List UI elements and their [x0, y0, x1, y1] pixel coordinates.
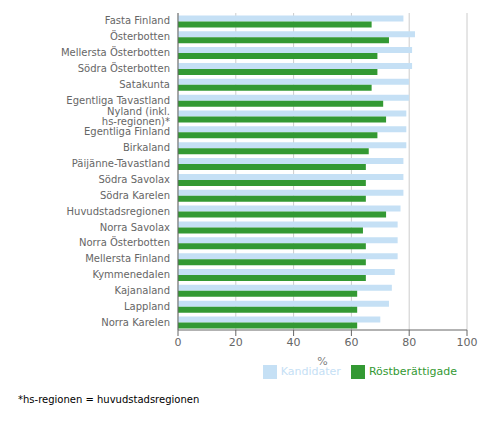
svg-text:Huvudstadsregionen: Huvudstadsregionen: [67, 206, 170, 217]
svg-text:Österbotten: Österbotten: [110, 30, 170, 42]
html-text:*hs-regionen = huvudstadsregio: *hs-regionen = huvudstadsregionen: [18, 394, 200, 405]
svg-text:Fasta Finland: Fasta Finland: [105, 15, 170, 26]
svg-text:Kajanaland: Kajanaland: [115, 285, 170, 296]
svg-text:Norra Savolax: Norra Savolax: [100, 222, 170, 233]
svg-text:Södra Savolax: Södra Savolax: [98, 174, 170, 185]
svg-text:%: %: [317, 355, 327, 368]
svg-text:Egentliga Finland: Egentliga Finland: [84, 126, 170, 137]
svg-text:Egentliga Tavastland: Egentliga Tavastland: [66, 95, 170, 106]
svg-text:Birkaland: Birkaland: [123, 142, 170, 153]
svg-text:Mellersta Finland: Mellersta Finland: [85, 253, 170, 264]
html-text:Kandidater: Kandidater: [280, 365, 341, 378]
svg-text:Södra Österbotten: Södra Österbotten: [78, 62, 170, 74]
svg-text:Mellersta Österbotten: Mellersta Österbotten: [61, 46, 170, 58]
svg-text:80: 80: [402, 336, 416, 349]
svg-text:Lappland: Lappland: [124, 301, 170, 312]
html-text:Röstberättigade: Röstberättigade: [368, 365, 457, 378]
svg-text:60: 60: [344, 336, 358, 349]
svg-text:Norra Österbotten: Norra Österbotten: [79, 236, 170, 248]
svg-text:Södra Karelen: Södra Karelen: [100, 190, 170, 201]
svg-text:Satakunta: Satakunta: [119, 79, 170, 90]
svg-text:Norra Karelen: Norra Karelen: [101, 317, 170, 328]
svg-text:Kymmenedalen: Kymmenedalen: [92, 269, 170, 280]
svg-text:0: 0: [175, 336, 182, 349]
svg-text:Nyland (inkl.hs-regionen)*: Nyland (inkl.hs-regionen)*: [102, 106, 170, 127]
svg-text:100: 100: [457, 336, 478, 349]
svg-text:20: 20: [229, 336, 243, 349]
svg-text:40: 40: [287, 336, 301, 349]
svg-text:Päijänne-Tavastland: Päijänne-Tavastland: [72, 158, 170, 169]
